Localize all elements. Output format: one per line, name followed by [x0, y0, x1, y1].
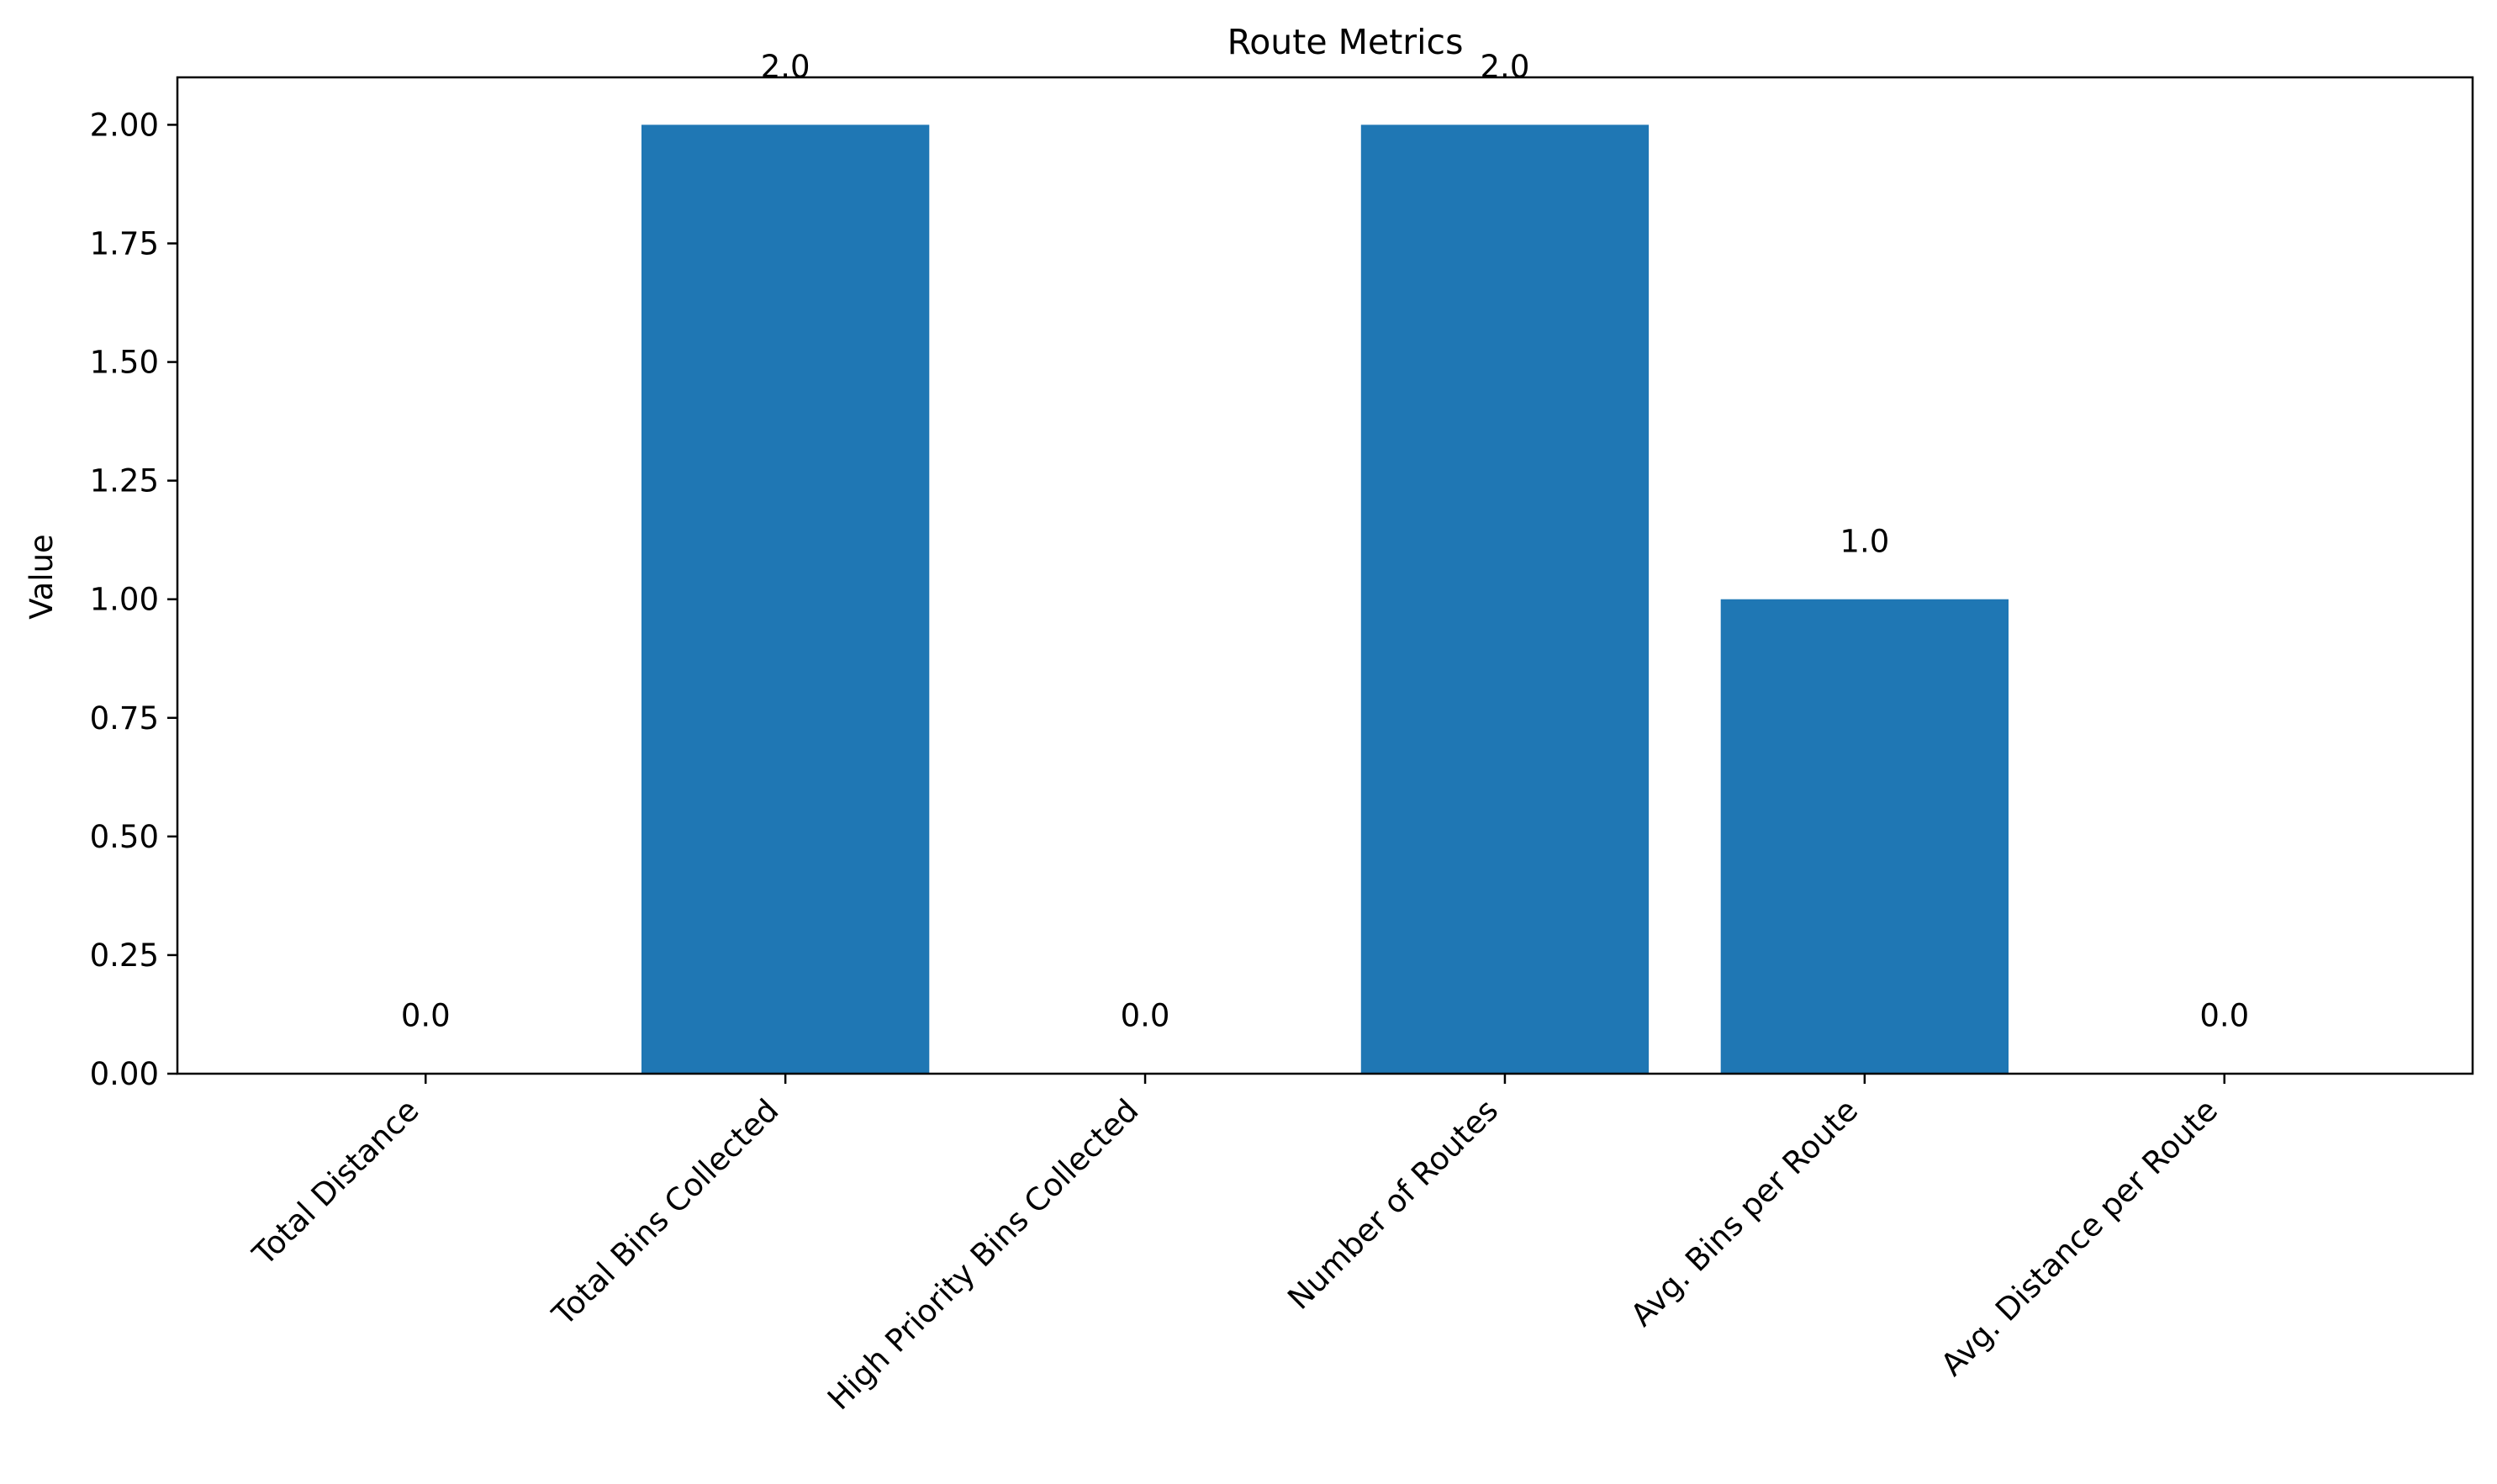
bar-value-label-5: 0.0 — [2199, 998, 2249, 1034]
y-tick-label-5: 1.25 — [90, 463, 159, 499]
x-tick-label-1: Total Bins Collected — [545, 1092, 786, 1333]
y-tick-label-0: 0.00 — [90, 1056, 159, 1092]
x-tick-label-4: Avg. Bins per Route — [1623, 1092, 1865, 1333]
x-tick-label-2: High Priority Bins Collected — [821, 1092, 1145, 1417]
chart-title: Route Metrics — [1227, 22, 1464, 62]
bars-group — [641, 124, 2009, 1074]
y-axis-label: Value — [24, 534, 60, 620]
x-axis-ticks: Total Distance Total Bins Collected High P… — [245, 1074, 2225, 1417]
bar-4 — [1720, 599, 2009, 1074]
y-tick-label-6: 1.50 — [90, 345, 159, 381]
y-tick-label-2: 0.50 — [90, 819, 159, 855]
y-tick-label-3: 0.75 — [90, 700, 159, 737]
bar-value-label-4: 1.0 — [1840, 523, 1889, 559]
bar-value-label-3: 2.0 — [1481, 49, 1530, 85]
x-tick-label-3: Number of Routes — [1280, 1092, 1505, 1317]
plot-area-frame — [176, 76, 2474, 1075]
bar-value-label-0: 0.0 — [401, 998, 451, 1034]
data-labels-group: 0.0 2.0 0.0 2.0 1.0 0.0 — [401, 49, 2249, 1034]
y-tick-label-4: 1.00 — [90, 582, 159, 618]
y-tick-label-1: 0.25 — [90, 937, 159, 974]
y-tick-label-8: 2.00 — [90, 107, 159, 143]
bar-1 — [641, 124, 930, 1074]
y-axis-label-group: Value — [24, 534, 60, 620]
y-tick-label-7: 1.75 — [90, 226, 159, 262]
x-tick-label-0: Total Distance — [245, 1092, 426, 1273]
bar-3 — [1360, 124, 1650, 1074]
bar-value-label-1: 2.0 — [761, 49, 810, 85]
y-axis-ticks: 0.00 0.25 0.50 0.75 1.00 1.25 1.50 1.75 2.00 — [90, 107, 177, 1092]
x-tick-label-5: Avg. Distance per Route — [1934, 1092, 2225, 1383]
bar-value-label-2: 0.0 — [1121, 998, 1170, 1034]
